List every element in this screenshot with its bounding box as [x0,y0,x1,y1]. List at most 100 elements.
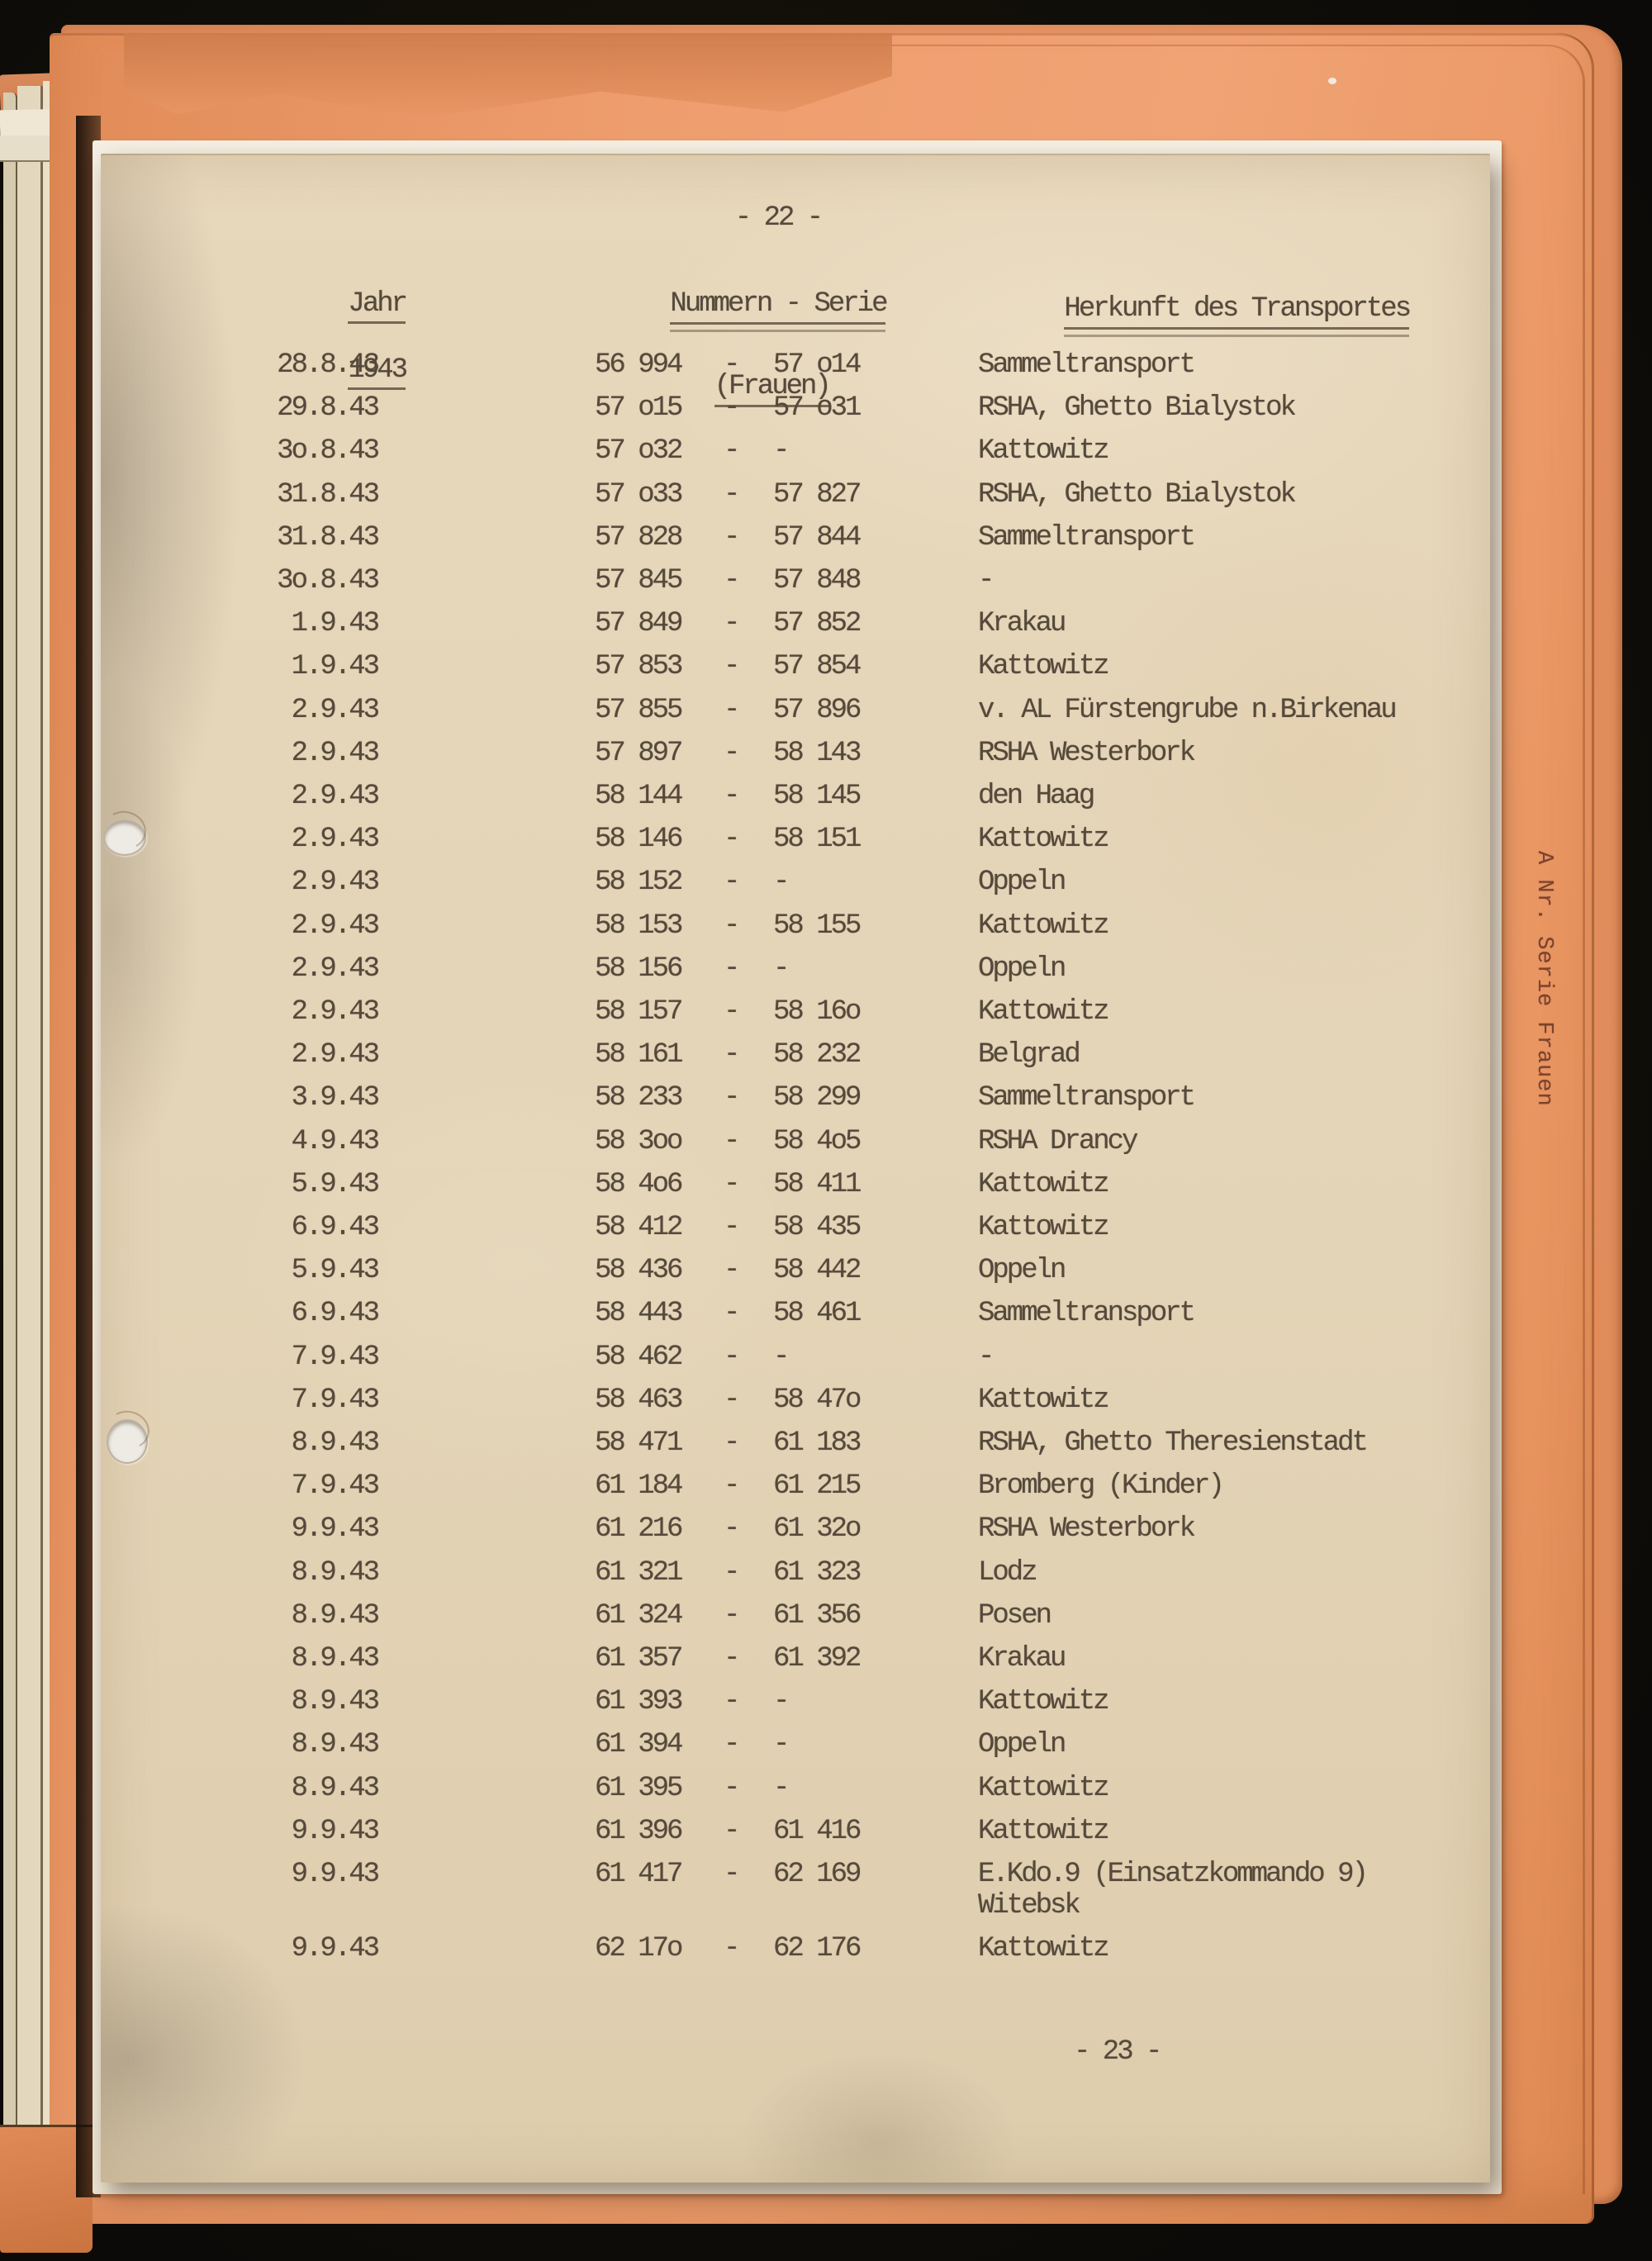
row-number-from: 61 417 [595,1859,683,1890]
row-separator: - [724,1255,740,1287]
row-date: 9.9.43 [291,1859,380,1890]
row-number-to: 62 176 [773,1933,862,1965]
row-date: 8.9.43 [291,1686,380,1718]
row-date: 6.9.43 [291,1212,380,1243]
row-number-from: 56 994 [595,349,683,381]
row-origin: Oppeln [978,952,1066,985]
row-number-to: 57 854 [773,651,862,683]
table-row: 31.8.43 57 828 - 57 844 Sammeltransport [101,521,1490,558]
row-date: 8.9.43 [291,1729,380,1761]
row-number-from: 58 146 [595,824,683,856]
row-date: 5.9.43 [291,1168,380,1200]
row-separator: - [724,694,740,726]
row-number-to: 61 32o [773,1513,862,1546]
row-date: 9.9.43 [291,1513,380,1546]
row-separator: - [724,952,740,985]
row-number-from: 58 157 [595,996,683,1028]
row-number-from: 57 845 [595,565,683,596]
table-row: 2.9.43 58 152 - - Oppeln [101,866,1490,902]
row-number-to: 61 183 [773,1427,862,1459]
table-row: 8.9.43 61 357 - 61 392 Krakau [101,1642,1490,1679]
row-number-from: 57 897 [595,737,683,769]
column-header-numbers-line1: Nummern - Serie [670,287,888,325]
row-number-from: 58 4o6 [595,1168,683,1200]
row-date: 9.9.43 [291,1933,380,1965]
row-separator: - [724,349,740,381]
table-row: 3.9.43 58 233 - 58 299 Sammeltransport [101,1081,1490,1118]
row-origin: Lodz [978,1556,1038,1589]
row-separator: - [724,1298,740,1330]
row-separator: - [724,1686,740,1718]
row-origin: RSHA Westerbork [978,1513,1196,1546]
row-number-from: 57 853 [595,651,683,683]
row-date: 2.9.43 [291,867,380,899]
row-date: 8.9.43 [291,1427,380,1459]
row-separator: - [724,1599,740,1632]
row-separator: - [724,1772,740,1804]
row-separator: - [724,1384,740,1416]
row-separator: - [724,1933,740,1965]
row-number-from: 61 396 [595,1815,683,1847]
row-separator: - [724,1168,740,1200]
row-date: 2.9.43 [291,694,380,726]
row-separator: - [724,651,740,683]
row-number-from: 61 393 [595,1686,683,1718]
row-number-from: 58 471 [595,1427,683,1459]
row-number-to: - [773,952,790,985]
column-header-origin-label: Herkunft des Transportes [1064,292,1412,330]
row-origin: Kattowitz [978,435,1110,468]
row-separator: - [724,608,740,640]
page-stack-edge [17,86,43,2191]
row-number-to: 57 852 [773,608,862,640]
row-separator: - [724,1556,740,1589]
row-origin-line2: Witebsk [978,1890,1081,1921]
table-row: 9.9.43 61 417 - 62 169 E.Kdo.9 (Einsatzk… [101,1858,1490,1921]
row-number-to: 58 232 [773,1039,862,1071]
table-row: 2.9.43 57 855 - 57 896 v. AL Fürstengrub… [101,694,1490,730]
table-row: 3o.8.43 57 845 - 57 848 - [101,564,1490,601]
row-separator: - [724,1729,740,1761]
row-date: 7.9.43 [291,1341,380,1373]
row-number-from: 58 436 [595,1255,683,1287]
page-stack-edge [3,93,17,2189]
row-date: 2.9.43 [291,1039,380,1071]
row-number-from: 58 153 [595,910,683,942]
row-separator: - [724,521,740,553]
document-page: - 22 - Jahr 1943 Nummern - Serie (Frauen… [99,154,1490,2183]
row-date: 3o.8.43 [277,435,380,468]
row-number-from: 61 394 [595,1729,683,1761]
row-number-to: 58 47o [773,1384,862,1416]
table-row: 29.8.43 57 o15 - 57 o31 RSHA, Ghetto Bia… [101,392,1490,428]
row-number-to: 57 o31 [773,392,862,425]
row-number-to: 57 844 [773,521,862,553]
paper-speck [1328,78,1336,84]
row-origin: Kattowitz [978,1168,1110,1200]
row-number-from: 61 321 [595,1556,683,1589]
row-number-from: 57 828 [595,521,683,553]
row-separator: - [724,910,740,942]
row-date: 2.9.43 [291,824,380,856]
page-number-top: - 22 - [734,202,824,234]
row-number-to: 57 896 [773,694,862,726]
row-date: 5.9.43 [291,1255,380,1287]
column-header-origin: Herkunft des Transportes [978,259,1412,370]
table-row: 6.9.43 58 412 - 58 435 Kattowitz [101,1211,1490,1247]
table-row: 5.9.43 58 4o6 - 58 411 Kattowitz [101,1168,1490,1204]
row-date: 8.9.43 [291,1772,380,1804]
row-origin: Bromberg (Kinder) [978,1470,1225,1503]
table-row: 2.9.43 58 156 - - Oppeln [101,952,1490,989]
row-number-to: - [773,1772,790,1804]
row-number-from: 57 849 [595,608,683,640]
table-row: 7.9.43 58 462 - - - [101,1341,1490,1377]
row-number-from: 58 161 [595,1039,683,1071]
page-number-bottom: - 23 - [1074,2036,1162,2068]
table-row: 8.9.43 58 471 - 61 183 RSHA, Ghetto Ther… [101,1427,1490,1463]
row-number-to: 58 411 [773,1168,862,1200]
row-date: 2.9.43 [291,737,380,769]
column-header-numbers-line2: (Frauen) [714,370,832,407]
row-separator: - [724,737,740,769]
row-date: 7.9.43 [291,1384,380,1416]
row-origin: Kattowitz [978,824,1110,856]
row-number-to: 58 4o5 [773,1125,862,1157]
